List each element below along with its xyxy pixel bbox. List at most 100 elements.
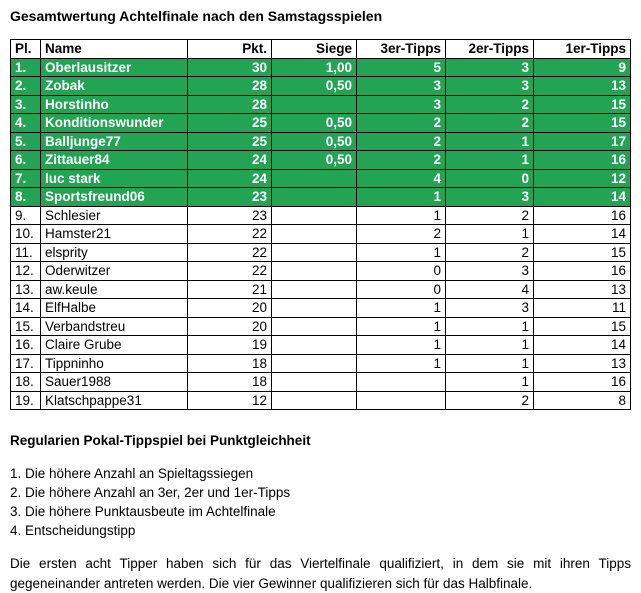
cell-2er-tipps: 3 xyxy=(445,76,534,96)
rule-item: 3. Die höhere Punktausbeute im Achtelfin… xyxy=(10,504,276,519)
table-row: 6. Zittauer84 24 0,50 2 1 16 xyxy=(10,150,631,170)
cell-siege xyxy=(271,242,357,262)
cell-name: Schlesier xyxy=(40,205,188,225)
cell-3er-tipps: 1 xyxy=(356,205,446,225)
cell-pl: 9. xyxy=(10,205,41,225)
table-row: 4. Konditionswunder 25 0,50 2 2 15 xyxy=(10,113,631,133)
table-row: 8. Sportsfreund06 23 1 3 14 xyxy=(10,187,631,207)
cell-2er-tipps: 3 xyxy=(445,298,534,318)
standings-table: Pl. Name Pkt. Siege 3er-Tipps 2er-Tipps … xyxy=(10,39,631,410)
cell-siege xyxy=(271,316,357,336)
cell-pkt: 22 xyxy=(187,224,272,244)
cell-2er-tipps: 3 xyxy=(445,261,534,281)
cell-pkt: 23 xyxy=(187,187,272,207)
cell-pl: 17. xyxy=(10,353,41,373)
cell-3er-tipps: 1 xyxy=(356,298,446,318)
cell-name: elsprity xyxy=(40,242,188,262)
cell-1er-tipps: 15 xyxy=(533,242,631,262)
cell-pkt: 19 xyxy=(187,335,272,355)
cell-siege xyxy=(271,335,357,355)
table-row: 19. Klatschpappe31 12 2 8 xyxy=(10,390,631,410)
table-row: 18. Sauer1988 18 1 16 xyxy=(10,372,631,392)
cell-2er-tipps: 3 xyxy=(445,57,534,77)
cell-2er-tipps: 3 xyxy=(445,187,534,207)
cell-2er-tipps: 2 xyxy=(445,94,534,114)
cell-3er-tipps: 4 xyxy=(356,168,446,188)
cell-2er-tipps: 2 xyxy=(445,242,534,262)
cell-pl: 13. xyxy=(10,279,41,299)
cell-siege xyxy=(271,390,357,410)
table-row: 14. ElfHalbe 20 1 3 11 xyxy=(10,298,631,318)
cell-1er-tipps: 14 xyxy=(533,187,631,207)
cell-3er-tipps xyxy=(356,372,446,392)
cell-name: Claire Grube xyxy=(40,335,188,355)
cell-siege xyxy=(271,279,357,299)
cell-3er-tipps: 0 xyxy=(356,261,446,281)
cell-3er-tipps xyxy=(356,390,446,410)
cell-1er-tipps: 8 xyxy=(533,390,631,410)
cell-pkt: 28 xyxy=(187,76,272,96)
table-row: 12. Oderwitzer 22 0 3 16 xyxy=(10,261,631,281)
cell-siege xyxy=(271,94,357,114)
header-1er-tipps: 1er-Tipps xyxy=(533,39,631,59)
cell-name: Oberlausitzer xyxy=(40,57,188,77)
cell-pl: 5. xyxy=(10,131,41,151)
cell-name: Klatschpappe31 xyxy=(40,390,188,410)
cell-3er-tipps: 1 xyxy=(356,353,446,373)
table-row: 3. Horstinho 28 3 2 15 xyxy=(10,94,631,114)
cell-2er-tipps: 2 xyxy=(445,205,534,225)
cell-pl: 11. xyxy=(10,242,41,262)
cell-siege: 0,50 xyxy=(271,150,357,170)
cell-3er-tipps: 3 xyxy=(356,94,446,114)
cell-1er-tipps: 15 xyxy=(533,94,631,114)
cell-name: aw.keule xyxy=(40,279,188,299)
rule-item: 2. Die höhere Anzahl an 3er, 2er und 1er… xyxy=(10,485,291,500)
table-row: 16. Claire Grube 19 1 1 14 xyxy=(10,335,631,355)
header-pkt: Pkt. xyxy=(187,39,272,59)
cell-pl: 3. xyxy=(10,94,41,114)
table-row: 15. Verbandstreu 20 1 1 15 xyxy=(10,316,631,336)
cell-name: Balljunge77 xyxy=(40,131,188,151)
header-2er-tipps: 2er-Tipps xyxy=(445,39,534,59)
cell-name: Verbandstreu xyxy=(40,316,188,336)
cell-1er-tipps: 16 xyxy=(533,372,631,392)
cell-pl: 10. xyxy=(10,224,41,244)
cell-1er-tipps: 13 xyxy=(533,279,631,299)
cell-name: Horstinho xyxy=(40,94,188,114)
cell-3er-tipps: 1 xyxy=(356,242,446,262)
cell-name: Tippninho xyxy=(40,353,188,373)
cell-siege: 0,50 xyxy=(271,113,357,133)
standings-table-body: 1. Oberlausitzer 30 1,00 5 3 9 2. Zobak 28 0,50 3 3 1… xyxy=(10,57,631,410)
header-pl: Pl. xyxy=(10,39,41,59)
cell-pl: 4. xyxy=(10,113,41,133)
cell-1er-tipps: 15 xyxy=(533,113,631,133)
cell-pkt: 23 xyxy=(187,205,272,225)
cell-3er-tipps: 2 xyxy=(356,150,446,170)
cell-pl: 6. xyxy=(10,150,41,170)
cell-name: luc stark xyxy=(40,168,188,188)
cell-pkt: 25 xyxy=(187,131,272,151)
cell-2er-tipps: 1 xyxy=(445,150,534,170)
cell-2er-tipps: 2 xyxy=(445,390,534,410)
table-header-row: Pl. Name Pkt. Siege 3er-Tipps 2er-Tipps … xyxy=(10,39,631,59)
cell-siege: 0,50 xyxy=(271,131,357,151)
cell-2er-tipps: 1 xyxy=(445,372,534,392)
cell-2er-tipps: 1 xyxy=(445,224,534,244)
cell-siege xyxy=(271,168,357,188)
cell-name: Konditionswunder xyxy=(40,113,188,133)
cell-2er-tipps: 4 xyxy=(445,279,534,299)
cell-pl: 8. xyxy=(10,187,41,207)
cell-siege xyxy=(271,372,357,392)
cell-1er-tipps: 9 xyxy=(533,57,631,77)
rule-item: 4. Entscheidungstipp xyxy=(10,523,136,538)
cell-3er-tipps: 0 xyxy=(356,279,446,299)
cell-name: Zobak xyxy=(40,76,188,96)
cell-siege xyxy=(271,187,357,207)
cell-1er-tipps: 13 xyxy=(533,353,631,373)
cell-pl: 12. xyxy=(10,261,41,281)
cell-3er-tipps: 1 xyxy=(356,335,446,355)
document-title: Gesamtwertung Achtelfinale nach den Sams… xyxy=(10,8,383,24)
cell-1er-tipps: 15 xyxy=(533,316,631,336)
cell-pkt: 25 xyxy=(187,113,272,133)
